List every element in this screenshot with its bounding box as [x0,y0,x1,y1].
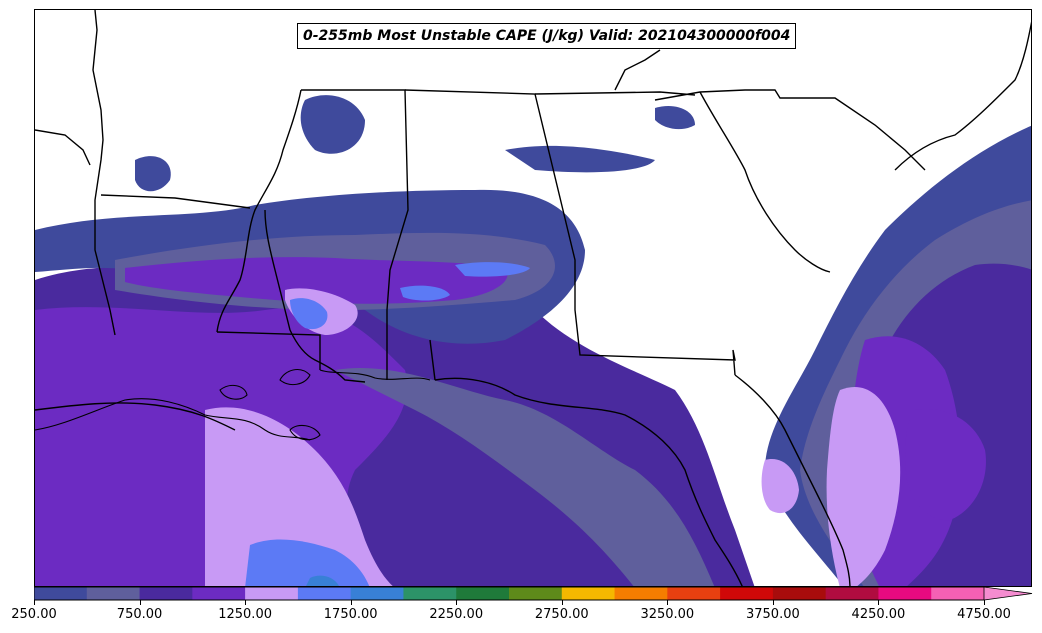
colorbar-segment [297,587,352,600]
cape-cell-north-2 [135,156,171,192]
cape-cell-north-4 [655,105,695,130]
colorbar-tick-label: 250.00 [11,607,57,622]
cape-region-gulf-core [306,575,339,586]
cape-cell-north-1 [300,95,365,154]
colorbar-segment [667,587,721,600]
colorbar-segment [403,587,457,600]
colorbar-tick-mark [878,600,880,605]
colorbar-segment [561,587,616,600]
coastline-lines [35,369,431,441]
colorbar-segment [456,587,510,600]
cape-region-florida-cell [761,459,799,514]
cape-region-outer-band [335,367,715,586]
colorbar-segment [34,587,88,600]
colorbar [34,587,1033,601]
colorbar-extend-arrow [983,587,1033,601]
cape-region-atlantic-lavender [826,386,901,586]
cape-region-gulf-high [205,407,393,586]
cape-region-south-blue-2 [455,262,530,277]
colorbar-segment [878,587,932,600]
colorbar-tick-label: 1750.00 [323,607,378,622]
state-border-lines [35,10,1031,586]
colorbar-tick-mark [139,600,141,605]
colorbar-tick-mark [667,600,669,605]
colorbar-segment [350,587,404,600]
cape-region-south-blue-3 [400,285,450,301]
colorbar-tick-label: 4250.00 [851,607,906,622]
colorbar-outline [34,587,984,601]
colorbar-tick-label: 4750.00 [957,607,1011,622]
colorbar-segment [139,587,193,600]
colorbar-segment [772,587,827,600]
colorbar-segment [86,587,141,600]
colorbar-segment [509,587,563,600]
map-panel: 0-255mb Most Unstable CAPE (J/kg) Valid:… [34,9,1032,587]
cape-cell-north-3 [505,145,655,173]
colorbar-segment [192,587,246,600]
colorbar-tick-label: 3750.00 [745,607,800,622]
map-title: 0-255mb Most Unstable CAPE (J/kg) Valid:… [297,23,797,49]
colorbar-tick-label: 2750.00 [534,607,589,622]
colorbar-ticks: 250.00 750.00 1250.00 1750.00 2250.00 2750.00… [0,600,1042,633]
colorbar-tick-label: 3250.00 [640,607,695,622]
colorbar-tick-label: 2250.00 [429,607,484,622]
colorbar-segment [720,587,774,600]
cape-region-atlantic-violet-east [905,409,986,521]
colorbar-tick-label: 750.00 [116,607,163,622]
colorbar-segment [931,587,985,600]
colorbar-tick-mark [772,600,774,605]
cape-region-gulf-peak [245,539,370,586]
colorbar-segment [614,587,668,600]
cape-region-south-blue-1 [290,298,328,330]
colorbar-tick-mark [34,600,35,605]
colorbar-tick-mark [984,600,985,605]
colorbar-tick-mark [350,600,352,605]
colorbar-segment [825,587,879,600]
colorbar-segment [245,587,299,600]
colorbar-tick-mark [456,600,458,605]
colorbar-tick-label: 1250.00 [218,607,272,622]
cape-contour-map [35,10,1031,586]
colorbar-tick-mark [561,600,563,605]
colorbar-tick-mark [245,600,247,605]
